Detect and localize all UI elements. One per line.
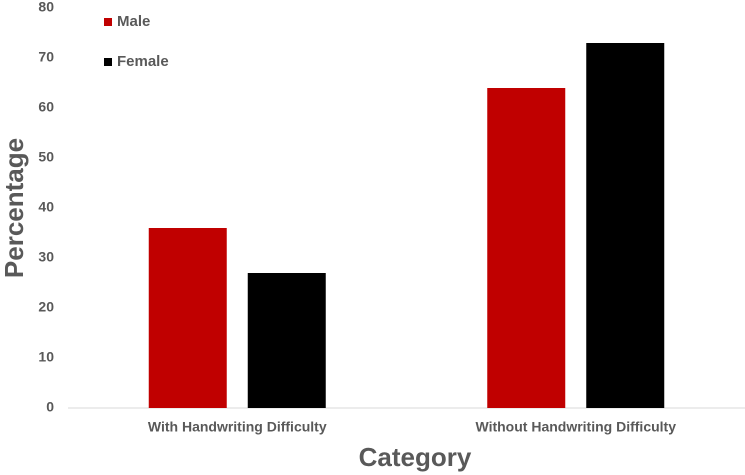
y-tick-label: 70 xyxy=(38,49,54,65)
y-tick-label: 60 xyxy=(38,99,54,115)
bar xyxy=(247,273,326,408)
y-tick-label: 30 xyxy=(38,249,54,265)
y-tick-label: 80 xyxy=(38,0,54,15)
x-axis-title: Category xyxy=(359,442,472,472)
bar xyxy=(148,228,227,408)
legend-marker xyxy=(104,58,112,66)
legend-marker xyxy=(104,18,112,26)
bar xyxy=(487,88,566,408)
bar xyxy=(586,43,665,408)
y-tick-label: 50 xyxy=(38,149,54,165)
y-tick-label: 40 xyxy=(38,199,54,215)
x-tick-label: Without Handwriting Difficulty xyxy=(475,419,676,435)
legend-label: Female xyxy=(117,53,169,70)
y-axis-title: Percentage xyxy=(0,138,29,278)
y-tick-label: 20 xyxy=(38,299,54,315)
y-tick-label: 10 xyxy=(38,349,54,365)
legend-label: Male xyxy=(117,13,150,30)
x-tick-label: With Handwriting Difficulty xyxy=(148,419,327,435)
y-tick-label: 0 xyxy=(46,399,54,415)
